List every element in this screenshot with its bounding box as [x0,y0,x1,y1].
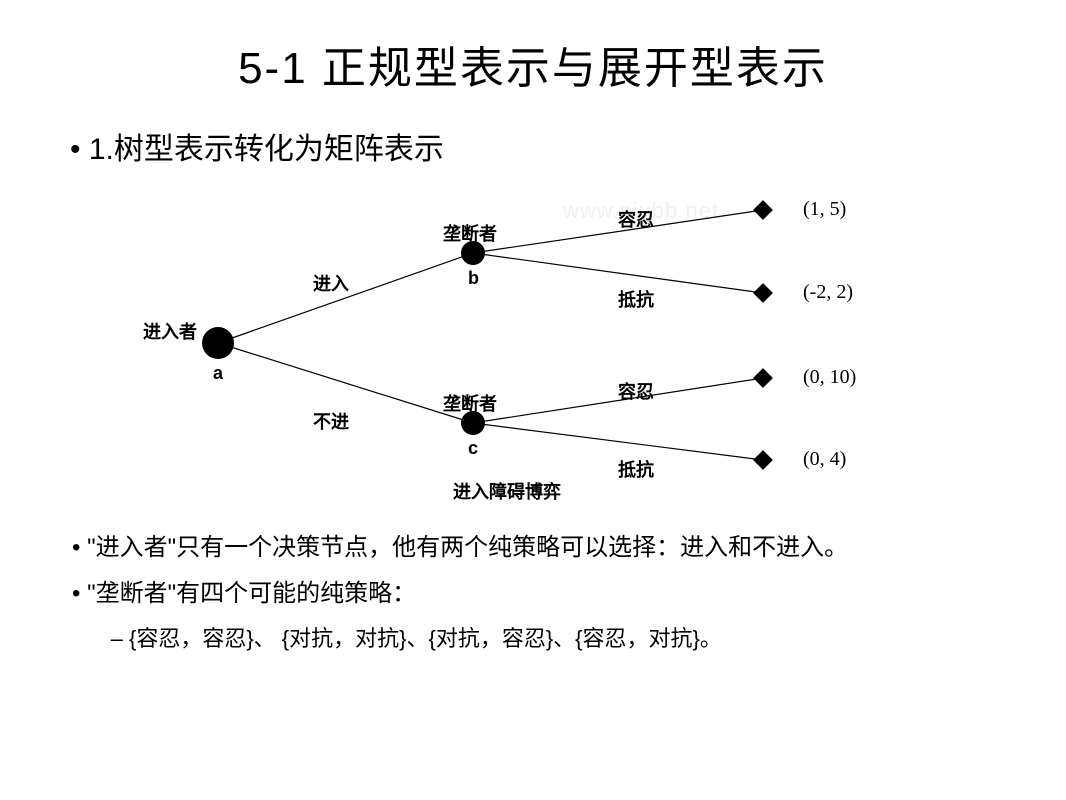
edge-label-resist2: 抵抗 [618,456,654,482]
bullet-list: "进入者"只有一个决策节点，他有两个纯策略可以选择：进入和不进入。 "垄断者"有… [0,508,1066,653]
edge-label-noenter: 不进 [313,408,349,434]
section-heading: 1.树型表示转化为矩阵表示 [0,96,1066,168]
page-title: 5-1 正规型表示与展开型表示 [0,0,1066,96]
terminal-t1 [753,200,773,220]
terminal-t3 [753,368,773,388]
label-c: c [468,438,478,459]
label-monopolist-c: 垄断者 [443,390,497,416]
edge-label-tolerate1: 容忍 [618,206,654,232]
payoff-t2: (-2, 2) [803,281,853,304]
terminal-t4 [753,450,773,470]
bullet-entrant: "进入者"只有一个决策节点，他有两个纯策略可以选择：进入和不进入。 [60,532,1006,564]
game-tree-diagram: www.niubb.net 进入者 a 垄断者 b 垄断者 c 进入 不进 容忍… [123,178,943,508]
edge-label-tolerate2: 容忍 [618,378,654,404]
edge-label-resist1: 抵抗 [618,286,654,312]
edge-label-enter: 进入 [313,270,349,296]
label-entrant: 进入者 [143,318,197,344]
diagram-caption: 进入障碍博弈 [453,478,561,504]
edge-a-b [218,253,473,343]
payoff-t3: (0, 10) [803,366,856,389]
terminal-t2 [753,283,773,303]
payoff-t1: (1, 5) [803,198,846,221]
label-monopolist-b: 垄断者 [443,220,497,246]
bullet-strategies: {容忍，容忍}、 {对抗，对抗}、{对抗，容忍}、{容忍，对抗}。 [60,621,1006,653]
edge-c-t4 [473,423,763,460]
payoff-t4: (0, 4) [803,448,846,471]
bullet-monopolist: "垄断者"有四个可能的纯策略： [60,578,1006,610]
label-a: a [213,363,223,384]
node-a [202,327,234,359]
label-b: b [468,268,479,289]
